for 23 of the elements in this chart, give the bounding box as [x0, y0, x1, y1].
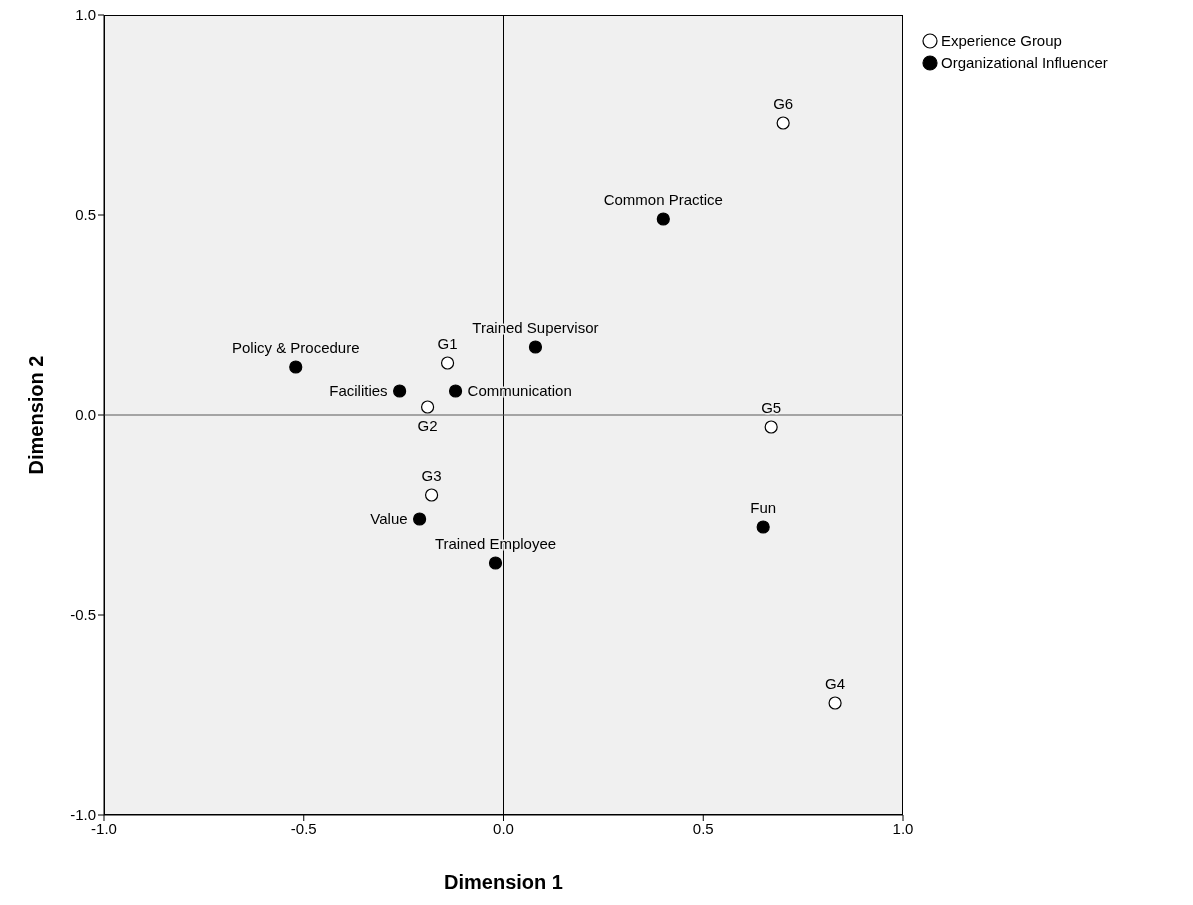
y-axis-title: Dimension 2	[25, 355, 48, 475]
annotation: G3	[421, 467, 442, 484]
y-tick-label: -0.5	[70, 606, 96, 624]
x-tick-label: 0.0	[493, 819, 514, 837]
annotation: G4	[825, 675, 846, 692]
x-tick-label: -0.5	[290, 819, 317, 837]
legend-label: Experience Group	[941, 31, 1062, 51]
y-tick-label: 0.5	[75, 206, 96, 224]
annotation: Fun	[750, 499, 777, 516]
legend-label: Organizational Influencer	[941, 53, 1108, 73]
x-tick-label: 0.5	[692, 819, 714, 837]
annotation: Common Practice	[603, 191, 723, 208]
x-axis-title: Dimension 1	[444, 871, 563, 893]
annotation: G5	[761, 399, 782, 416]
annotation: G6	[773, 95, 794, 112]
annotation: Value	[370, 510, 408, 527]
annotation: G2	[417, 417, 438, 434]
y-tick-label: 0.0	[75, 406, 96, 424]
annotation: G1	[437, 335, 458, 352]
annotation: Policy & Procedure	[231, 339, 360, 356]
x-tick-label: 1.0	[892, 819, 914, 837]
y-tick-label: 1.0	[75, 6, 96, 24]
annotation: Facilities	[329, 382, 388, 399]
